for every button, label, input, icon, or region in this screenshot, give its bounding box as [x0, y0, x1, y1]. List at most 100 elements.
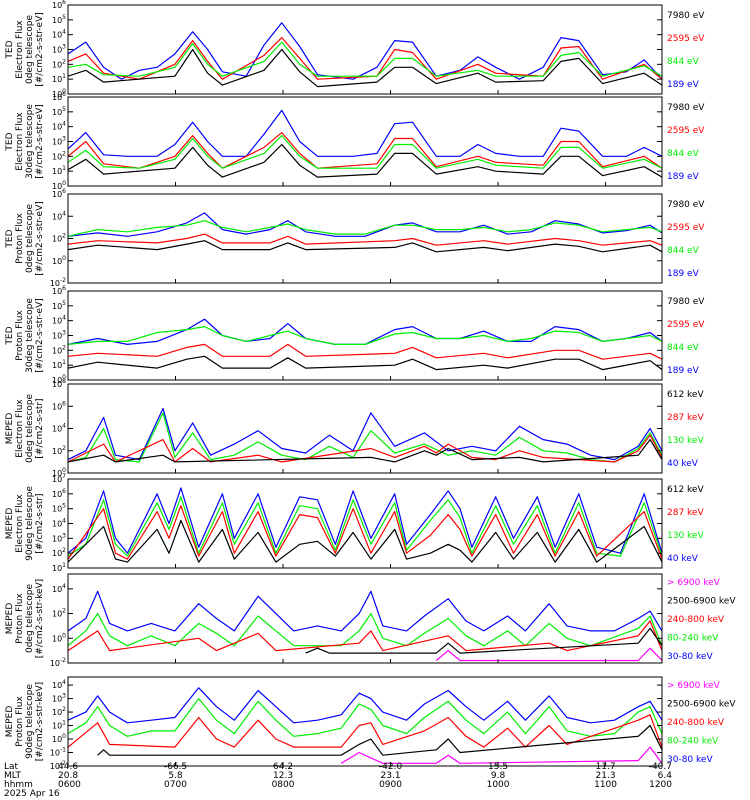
panel-2: 100 101 102 103 104 105 106 TED Electron Flux 30d… — [5, 91, 705, 191]
y-tick-label: 100 — [52, 374, 66, 385]
series-black-line — [68, 240, 662, 253]
footer-row-label: MLT — [4, 771, 22, 781]
y-axis-label: 30deg telescope — [25, 298, 35, 373]
y-tick-label: 101 — [52, 720, 66, 731]
footer-hhmm-value: 0600 — [58, 780, 81, 790]
legend-entry: 844 eV — [667, 149, 700, 159]
y-axis-label: [#/cm2-s-str] — [35, 493, 45, 553]
legend-entry: 612 keV — [667, 485, 704, 495]
y-tick-label: 100 — [52, 632, 66, 643]
y-axis-label: [#/cm2-s-str-eV] — [35, 298, 45, 373]
y-axis-label: Proton Flux — [15, 310, 25, 361]
legend-entry: > 6900 keV — [667, 681, 721, 691]
footer-hhmm-value: 1100 — [594, 780, 617, 790]
legend-entry: 7980 eV — [667, 200, 705, 210]
y-tick-label: 102 — [52, 58, 66, 69]
y-tick-label: 104 — [52, 423, 66, 434]
y-tick-label: 100 — [52, 255, 66, 266]
y-axis-label: TED — [5, 229, 15, 248]
y-axis-label: 30deg telescope — [25, 104, 35, 179]
panel-frame — [67, 676, 663, 767]
series-black-line — [68, 519, 662, 563]
footer-hhmm-value: 1000 — [487, 780, 510, 790]
y-tick-label: 107 — [52, 473, 66, 484]
y-tick-label: 102 — [52, 706, 66, 717]
footer-lat-value: 11.7 — [596, 762, 616, 772]
series-black-line — [68, 439, 662, 463]
legend-entry: 30-80 keV — [667, 652, 713, 662]
series-blue-line — [68, 22, 662, 80]
legend-entry: 130 keV — [667, 531, 704, 541]
y-tick-label: 100 — [52, 733, 66, 744]
footer-hhmm-value: 1200 — [649, 780, 672, 790]
series-green-line — [68, 697, 662, 737]
y-tick-label: 105 — [52, 106, 66, 117]
y-axis-label: Electron Flux — [15, 494, 25, 553]
y-axis-label: Electron Flux — [15, 112, 25, 171]
series-magenta-line — [340, 746, 662, 764]
series-red-line — [68, 233, 662, 246]
footer-mlt-value: 12.3 — [273, 771, 293, 781]
y-axis-label: 0deg telescope — [25, 15, 35, 85]
y-tick-label: 106 — [52, 488, 66, 499]
legend-entry: 287 keV — [667, 413, 704, 423]
y-axis-label: TED — [5, 132, 15, 151]
footer-row-label: hhmm — [4, 780, 33, 790]
series-green-line — [68, 326, 662, 345]
legend-entry: 189 eV — [667, 80, 700, 90]
series-red-line — [68, 505, 662, 560]
series-red-line — [68, 343, 662, 360]
legend-entry: 80-240 keV — [667, 634, 719, 644]
series-black-line — [97, 724, 662, 756]
y-axis-label: Proton Flux — [15, 696, 25, 747]
series-blue-line — [68, 590, 662, 632]
footer-lat-value: 44.6 — [58, 762, 78, 772]
footer-hhmm-value: 0900 — [379, 780, 402, 790]
y-tick-label: 101 — [52, 359, 66, 370]
y-axis-label: MEPED — [5, 706, 15, 738]
legend-entry: 844 eV — [667, 57, 700, 67]
y-tick-label: 104 — [52, 679, 66, 690]
footer-lat-value: -40.7 — [649, 762, 672, 772]
series-blue-line — [68, 318, 662, 345]
y-axis-label: 90deg telescope — [25, 486, 35, 561]
series-green-line — [68, 220, 662, 237]
legend-entry: 2595 eV — [667, 320, 705, 330]
y-tick-label: 106 — [52, 188, 66, 199]
legend-entry: 7980 eV — [667, 11, 705, 21]
legend-entry: 40 keV — [667, 459, 699, 469]
series-green-line — [68, 496, 662, 557]
y-axis-label: Electron Flux — [15, 20, 25, 79]
legend-entry: 612 keV — [667, 390, 704, 400]
series-blue-line — [68, 212, 662, 237]
footer-mlt-value: 9.8 — [491, 771, 506, 781]
y-tick-label: 103 — [52, 44, 66, 55]
y-tick-label: 103 — [52, 330, 66, 341]
legend-entry: 844 eV — [667, 246, 700, 256]
y-tick-label: 102 — [52, 445, 66, 456]
y-tick-label: 10-1 — [50, 747, 66, 758]
legend-entry: 80-240 keV — [667, 737, 719, 747]
legend-entry: 2595 eV — [667, 223, 705, 233]
y-tick-label: 104 — [52, 121, 66, 132]
panel-4: 100 101 102 103 104 105 106 TED Proton Flux 30deg… — [5, 285, 705, 385]
y-tick-label: 100 — [52, 467, 66, 478]
panel-frame — [67, 193, 663, 284]
y-tick-label: 106 — [52, 400, 66, 411]
legend-entry: 7980 eV — [667, 103, 705, 113]
legend-entry: > 6900 keV — [667, 578, 721, 588]
legend-entry: 130 keV — [667, 436, 704, 446]
legend-entry: 2500-6900 keV — [667, 700, 736, 710]
legend-entry: 189 eV — [667, 269, 700, 279]
legend-entry: 2500-6900 keV — [667, 597, 736, 607]
series-green-line — [68, 135, 662, 169]
series-black-line — [68, 355, 662, 371]
y-tick-label: 102 — [52, 150, 66, 161]
y-tick-label: 102 — [52, 233, 66, 244]
y-tick-label: 10-2 — [50, 277, 66, 288]
y-tick-label: 106 — [52, 0, 66, 10]
legend-entry: 2595 eV — [667, 126, 705, 136]
panel-7: 10-2 100 102 104 MEPED Proton Flux 0deg telesc… — [5, 573, 736, 668]
panel-5: 100 102 104 106 108 MEPED Electron Flux 0deg te… — [5, 378, 704, 478]
